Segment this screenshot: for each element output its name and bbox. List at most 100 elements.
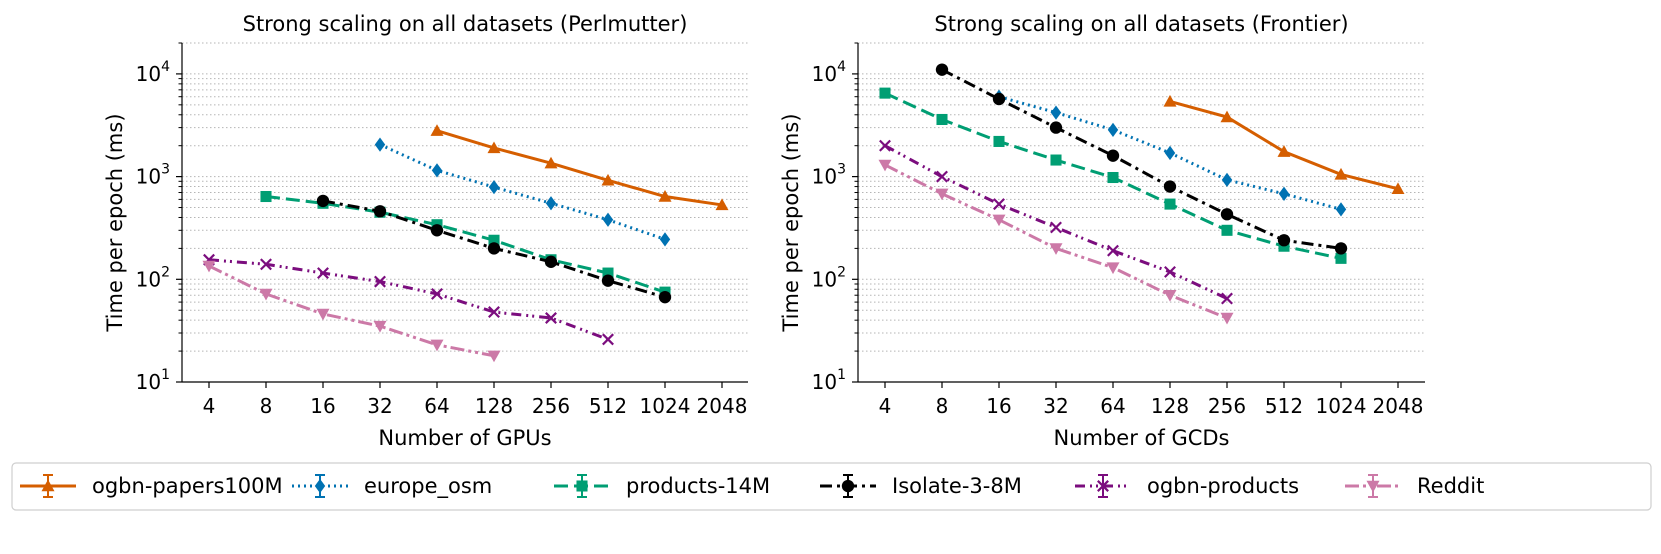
legend-label: products-14M: [626, 474, 770, 498]
data-point: [993, 198, 1005, 211]
data-point: [1049, 121, 1063, 134]
data-point: [1106, 262, 1120, 275]
series-ogbn-products: [879, 139, 1233, 305]
legend-label: Isolate-3-8M: [892, 474, 1022, 498]
chart-title: Strong scaling on all datasets (Perlmutt…: [243, 12, 688, 36]
y-tick-label: 103: [136, 162, 170, 189]
data-point: [1106, 149, 1120, 162]
data-point: [316, 308, 330, 321]
legend-item-products-14m: products-14M: [554, 474, 770, 498]
data-point: [487, 242, 501, 255]
data-point: [879, 87, 891, 99]
gridlines: [858, 42, 1425, 352]
x-tick-label: 4: [203, 394, 216, 418]
x-tick-label: 128: [475, 394, 513, 418]
data-point: [658, 290, 672, 304]
legend-label: ogbn-papers100M: [92, 474, 283, 498]
y-tick-label: 104: [136, 59, 170, 86]
series-line: [208, 258, 609, 341]
x-tick-label: 8: [936, 394, 949, 418]
data-point: [374, 275, 386, 288]
x-axis-label: Number of GPUs: [378, 426, 551, 450]
y-axis-label: Time per epoch (ms): [779, 113, 803, 332]
panel-frontier: 101 102 103 104 4 8 16 32 64 128 256 512 1024 2048 Str…: [779, 12, 1425, 450]
data-point: [879, 139, 891, 152]
data-point: [488, 306, 500, 319]
x-tick-label: 64: [424, 394, 449, 418]
legend-label: ogbn-products: [1147, 474, 1299, 498]
data-point: [1391, 182, 1405, 195]
x-axis-label: Number of GCDs: [1054, 426, 1230, 450]
x-tick-label: 512: [589, 394, 627, 418]
x-tick-label: 1024: [1316, 394, 1367, 418]
data-point: [936, 113, 948, 126]
data-point: [1277, 145, 1291, 157]
data-point: [1164, 198, 1176, 210]
series-isolate-3-8m: [935, 63, 1348, 255]
x-tick-label: 32: [1043, 394, 1068, 418]
data-point: [545, 312, 557, 324]
data-point: [431, 287, 443, 300]
x-tick-label: 32: [367, 394, 392, 418]
data-point: [1221, 172, 1233, 187]
legend-item-ogbn-products: ogbn-products: [1075, 474, 1299, 498]
data-point: [373, 205, 387, 218]
legend-marker: [41, 479, 55, 492]
series-line: [379, 143, 666, 241]
series-products-14m: [879, 87, 1347, 264]
legend-item-europe-osm: europe_osm: [292, 474, 492, 499]
data-point: [935, 188, 949, 201]
data-point: [1277, 234, 1291, 247]
legend-marker: [314, 478, 326, 494]
data-point: [430, 339, 444, 352]
legend-label: europe_osm: [364, 474, 492, 499]
y-tick-label: 104: [812, 59, 846, 86]
x-tick-label: 1024: [640, 394, 691, 418]
data-point: [601, 274, 615, 287]
data-point: [545, 196, 557, 211]
legend-marker: [1366, 480, 1380, 493]
data-point: [260, 190, 272, 203]
x-tick-label: 16: [986, 394, 1011, 418]
series-europe-osm: [374, 137, 671, 247]
data-point: [316, 194, 330, 208]
series-reddit: [878, 159, 1234, 325]
data-point: [202, 260, 216, 273]
data-point: [317, 267, 329, 280]
data-point: [992, 214, 1006, 227]
data-point: [1334, 167, 1348, 180]
data-point: [1221, 292, 1233, 305]
data-point: [1220, 208, 1234, 221]
legend-label: Reddit: [1417, 474, 1484, 498]
y-tick-label: 102: [136, 264, 170, 291]
series-reddit: [202, 260, 501, 363]
x-tick-label: 256: [532, 394, 570, 418]
data-point: [1278, 186, 1290, 201]
data-point: [430, 124, 444, 136]
data-point: [1050, 221, 1062, 234]
data-point: [993, 135, 1005, 147]
legend-marker: [576, 480, 588, 492]
legend-item-reddit: Reddit: [1345, 474, 1484, 498]
data-point: [430, 224, 444, 237]
data-point: [431, 163, 443, 178]
x-tick-label: 4: [879, 394, 892, 418]
data-point: [602, 212, 614, 227]
data-point: [935, 63, 949, 76]
x-tick-label: 128: [1151, 394, 1189, 418]
data-point: [1050, 154, 1062, 166]
series-europe-osm: [993, 89, 1347, 217]
x-tick-label: 256: [1208, 394, 1246, 418]
x-tick-label: 8: [260, 394, 273, 418]
x-tick-label: 16: [310, 394, 335, 418]
data-point: [260, 258, 272, 271]
data-point: [992, 92, 1006, 106]
panel-perlmutter: 101 102 103 104 4 8 16 32 64 128 256 512 1024 2048 Str…: [103, 12, 748, 450]
data-point: [1107, 122, 1119, 138]
series-line: [1169, 99, 1399, 191]
series-ogbn-papers100m: [430, 124, 729, 211]
x-tick-label: 64: [1100, 394, 1125, 418]
data-point: [487, 141, 501, 154]
legend-marker: [1097, 480, 1109, 492]
data-point: [1335, 202, 1347, 217]
